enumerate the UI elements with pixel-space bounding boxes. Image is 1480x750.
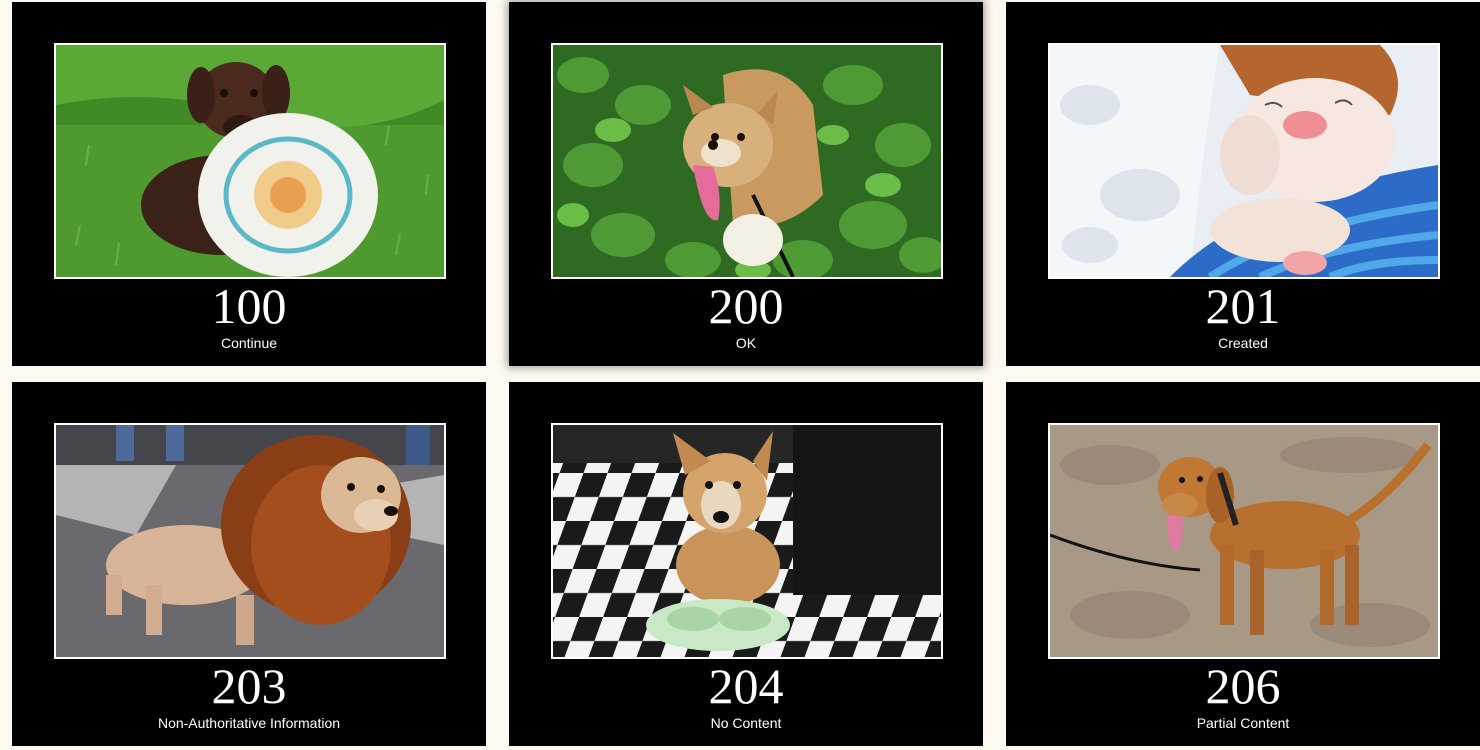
card-photo: [1048, 423, 1440, 659]
status-card-100[interactable]: 100 Continue: [12, 2, 486, 366]
card-photo: [54, 423, 446, 659]
card-photo: [551, 423, 943, 659]
card-photo: [54, 43, 446, 279]
sleeping-puppy-image: [1050, 45, 1438, 277]
puppy-frisbee-image: [56, 45, 444, 277]
vizsla-on-leash-image: [1050, 425, 1438, 657]
card-photo: [1048, 43, 1440, 279]
status-card-204[interactable]: 204 No Content: [509, 382, 983, 746]
status-card-200[interactable]: 200 OK: [509, 2, 983, 366]
status-message: OK: [735, 335, 757, 351]
status-code: 100: [211, 278, 287, 334]
status-message: Created: [1218, 335, 1268, 351]
status-message: Continue: [220, 335, 278, 351]
status-code: 204: [708, 658, 784, 714]
status-code: 203: [211, 658, 287, 714]
status-card-201[interactable]: 201 Created: [1006, 2, 1480, 366]
card-photo: [551, 43, 943, 279]
status-code: 200: [708, 278, 784, 334]
empty-bowl-dog-image: [553, 425, 941, 657]
lion-costume-dog-image: [56, 425, 444, 657]
status-card-203[interactable]: 203 Non-Authoritative Information: [12, 382, 486, 746]
status-code: 206: [1205, 658, 1281, 714]
dog-in-ivy-image: [553, 45, 941, 277]
status-card-206[interactable]: 206 Partial Content: [1006, 382, 1480, 746]
status-message: No Content: [710, 715, 782, 731]
status-code: 201: [1205, 278, 1281, 334]
status-message: Partial Content: [1196, 715, 1290, 731]
status-message: Non-Authoritative Information: [157, 715, 341, 731]
